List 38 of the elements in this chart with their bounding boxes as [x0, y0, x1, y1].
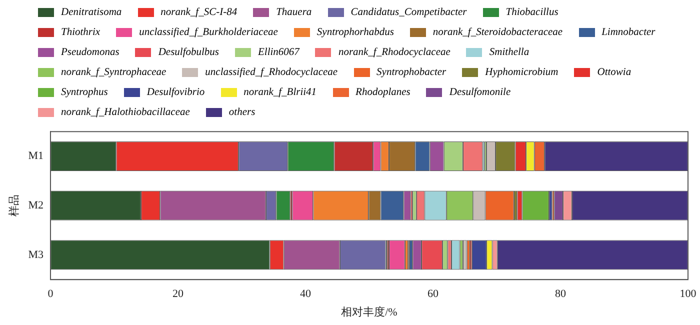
legend-label: norank_f_Steroidobacteraceae: [432, 27, 563, 38]
legend-label: Syntrophorhabdus: [316, 27, 394, 38]
legend-label: norank_f_Rhodocyclaceae: [338, 47, 450, 58]
legend-label: norank_f_Syntrophaceae: [61, 67, 166, 78]
y-axis-title: 样品: [8, 194, 20, 217]
y-tick-label: M1: [28, 150, 44, 162]
legend-label: norank_f_SC-I-84: [160, 7, 238, 18]
legend-label: Thiothrix: [61, 27, 100, 38]
legend-label: Syntrophus: [61, 87, 108, 98]
legend-label: Desulfobulbus: [158, 47, 220, 58]
legend-label: Pseudomonas: [61, 47, 120, 58]
y-tick-label: M2: [28, 199, 44, 212]
legend-label: Thiobacillus: [506, 7, 558, 18]
legend-label: Desulfomonile: [449, 87, 511, 98]
legend-label: Ellin6067: [258, 47, 300, 58]
legend-label: Rhodoplanes: [356, 87, 410, 98]
legend-label: unclassified_f_Burkholderiaceae: [139, 27, 278, 38]
legend-label: Hyphomicrobium: [485, 67, 558, 78]
legend-label: norank_f_Halothiobacillaceae: [61, 107, 190, 118]
legend-label: unclassified_f_Rhodocyclaceae: [205, 67, 338, 78]
x-tick-label: 100: [680, 288, 697, 300]
legend-label: Syntrophobacter: [376, 67, 446, 78]
legend-label: Candidatus_Competibacter: [350, 7, 467, 18]
legend-label: Desulfovibrio: [146, 87, 205, 98]
legend-label: Ottowia: [597, 67, 632, 78]
legend-label: Denitratisoma: [61, 7, 122, 18]
legend-label: Limnobacter: [602, 27, 656, 38]
x-tick-label: 40: [300, 288, 312, 300]
x-tick-label: 20: [172, 288, 184, 300]
legend-label: norank_f_Blrii41: [244, 87, 317, 98]
x-tick-label: 60: [427, 288, 439, 300]
legend-label: Smithella: [489, 47, 530, 58]
x-tick-label: 0: [48, 288, 54, 300]
y-tick-label: M3: [28, 248, 44, 261]
legend-label: Thauera: [276, 7, 312, 18]
legend-label: others: [228, 107, 256, 118]
x-tick-label: 80: [554, 288, 566, 300]
x-axis-title: 相对丰度/%: [341, 305, 398, 318]
